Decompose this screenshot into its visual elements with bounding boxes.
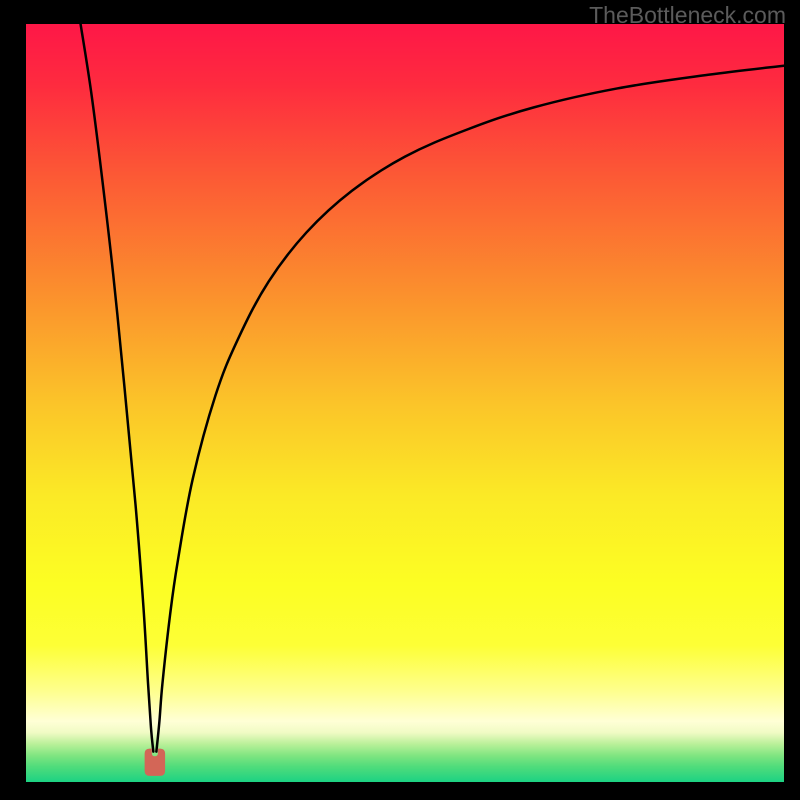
chart-container: TheBottleneck.com <box>0 0 800 800</box>
watermark-text: TheBottleneck.com <box>589 2 786 28</box>
gradient-background <box>26 24 784 782</box>
plot-svg <box>26 24 784 782</box>
plot-area <box>26 24 784 782</box>
watermark: TheBottleneck.com <box>589 2 786 29</box>
